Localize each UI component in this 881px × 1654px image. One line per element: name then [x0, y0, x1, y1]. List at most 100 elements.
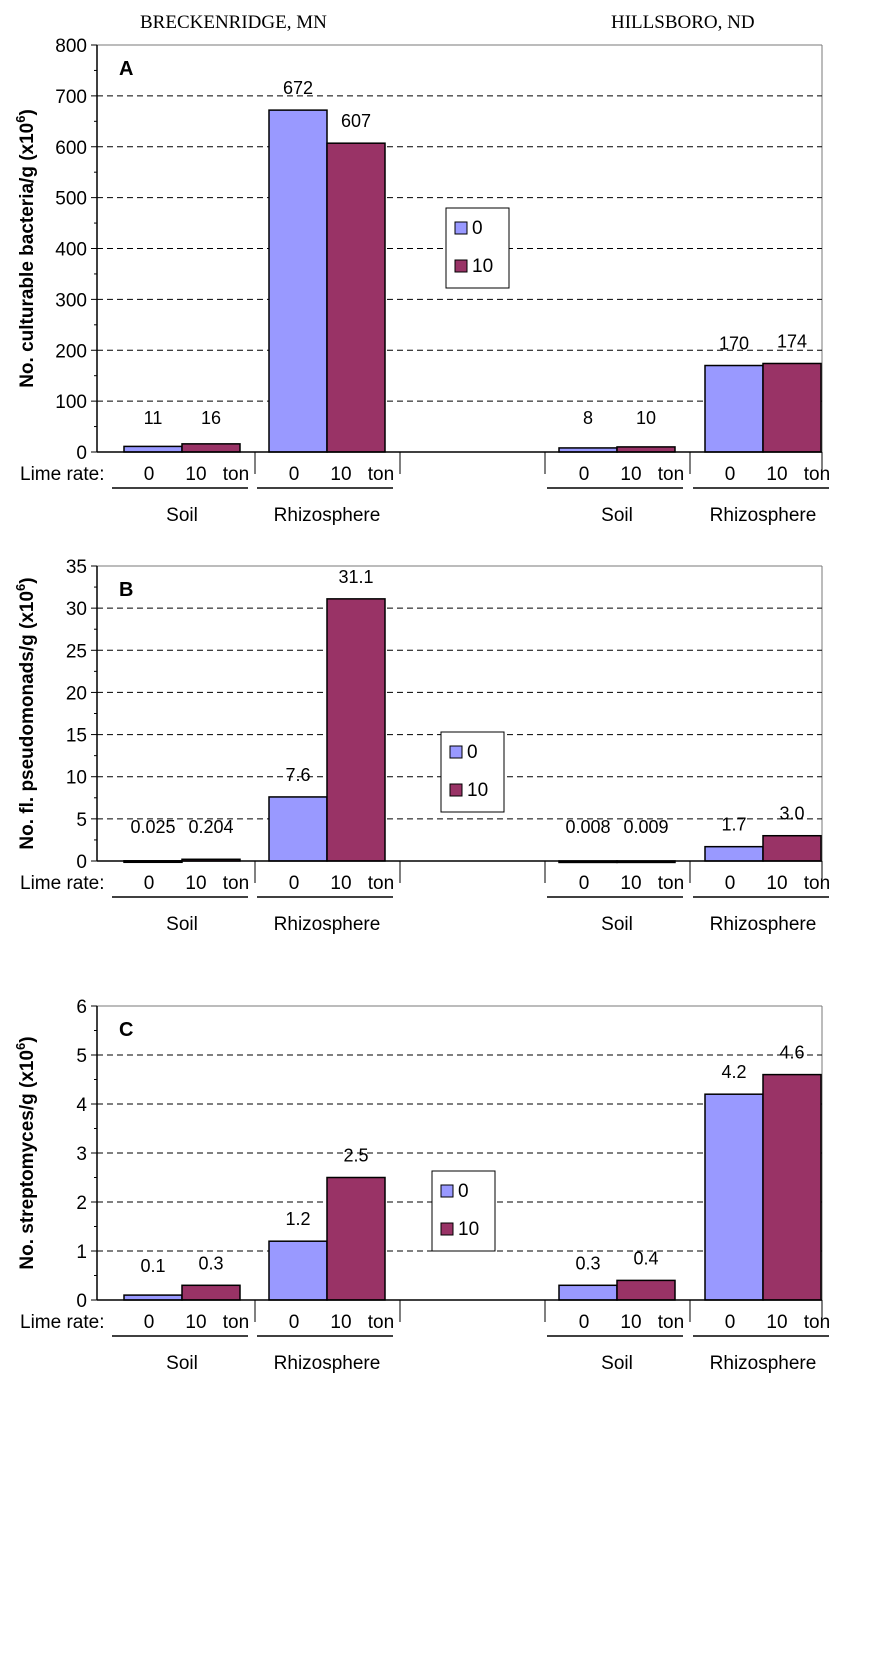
location-hillsboro: HILLSBORO, ND [611, 12, 755, 33]
data-label: 672 [283, 78, 313, 98]
rate-unit-label: ton [368, 1312, 394, 1333]
legend-swatch-0 [454, 221, 468, 235]
rhizosphere-label: Rhizosphere [274, 505, 381, 526]
soil-label: Soil [601, 505, 633, 526]
lime-rate-label: Lime rate: [20, 1312, 104, 1333]
legend-swatch-10 [454, 259, 468, 273]
rate-0-label: 0 [289, 873, 300, 894]
bar-10-group-1 [181, 443, 241, 453]
data-label: 10 [636, 408, 656, 428]
rate-10-label: 10 [330, 873, 351, 894]
y-tick-label: 30 [66, 599, 87, 620]
rate-10-label: 10 [620, 464, 641, 485]
bar-10-group-2 [326, 598, 386, 862]
y-tick-label: 600 [55, 138, 87, 159]
panel-letter: B [119, 579, 133, 601]
data-label: 0.1 [140, 1256, 165, 1276]
data-label: 1.2 [285, 1209, 310, 1229]
bar-0-group-3 [558, 1284, 618, 1301]
bar-10-group-4 [762, 1073, 822, 1301]
data-label: 174 [777, 331, 807, 351]
rate-10-label: 10 [185, 873, 206, 894]
rate-10-label: 10 [330, 1312, 351, 1333]
y-tick-label: 25 [66, 641, 87, 662]
legend-swatch-10 [449, 783, 463, 797]
bar-10-group-4 [762, 834, 822, 862]
soil-label: Soil [166, 505, 198, 526]
soil-label: Soil [166, 914, 198, 935]
rate-0-label: 0 [725, 464, 736, 485]
data-label: 2.5 [343, 1146, 368, 1166]
chart-panel-b: 0 5 10 15 20 25 30 35 B No. fl. pseudomonads/g (x… [13, 557, 830, 935]
legend-label-10: 10 [458, 1219, 479, 1240]
y-tick-label: 4 [76, 1095, 87, 1116]
data-label: 0.204 [188, 817, 233, 837]
panel-letter: C [119, 1019, 133, 1041]
rate-0-label: 0 [725, 873, 736, 894]
data-label: 170 [719, 334, 749, 354]
bar-0-group-2 [268, 1240, 328, 1301]
y-tick-label: 300 [55, 290, 87, 311]
rate-10-label: 10 [620, 1312, 641, 1333]
data-label: 0.025 [130, 817, 175, 837]
legend-label-0: 0 [467, 742, 478, 763]
data-label: 0.4 [633, 1248, 658, 1268]
bar-10-group-3 [616, 446, 676, 453]
data-label: 0.009 [623, 817, 668, 837]
bar-0-group-4 [704, 1093, 764, 1301]
y-tick-label: 100 [55, 392, 87, 413]
legend-swatch-10 [440, 1222, 454, 1236]
data-label: 0.3 [575, 1253, 600, 1273]
bar-0-group-4 [704, 845, 764, 862]
data-label: 4.2 [721, 1062, 746, 1082]
y-tick-label: 0 [76, 852, 87, 873]
rate-10-label: 10 [766, 873, 787, 894]
data-label: 0.3 [198, 1253, 223, 1273]
y-tick-label: 400 [55, 240, 87, 261]
data-label: 11 [144, 408, 163, 428]
data-label: 0.008 [565, 817, 610, 837]
data-label: 31.1 [338, 567, 373, 587]
y-tick-label: 0 [76, 443, 87, 464]
lime-rate-label: Lime rate: [20, 464, 104, 485]
legend-label-10: 10 [467, 780, 488, 801]
y-tick-label: 10 [66, 768, 87, 789]
rate-10-label: 10 [185, 464, 206, 485]
y-tick-label: 800 [55, 36, 87, 57]
rate-0-label: 0 [289, 464, 300, 485]
rate-unit-label: ton [368, 873, 394, 894]
rate-0-label: 0 [579, 873, 590, 894]
legend-swatch-0 [440, 1184, 454, 1198]
y-tick-label: 20 [66, 683, 87, 704]
location-breckenridge: BRECKENRIDGE, MN [140, 12, 327, 33]
rhizosphere-label: Rhizosphere [274, 1353, 381, 1374]
legend-box [440, 731, 505, 813]
rate-unit-label: ton [658, 1312, 684, 1333]
data-label: 7.6 [285, 765, 310, 785]
y-tick-label: 6 [76, 997, 87, 1018]
bar-0-group-4 [704, 364, 764, 453]
rhizosphere-label: Rhizosphere [710, 505, 817, 526]
bar-0-group-2 [268, 796, 328, 862]
legend-label-0: 0 [472, 218, 483, 239]
rate-10-label: 10 [766, 1312, 787, 1333]
y-tick-label: 5 [76, 810, 87, 831]
y-tick-label: 3 [76, 1144, 87, 1165]
y-tick-label: 15 [66, 726, 87, 747]
y-axis-label: No. culturable bacteria/g (x106) [13, 109, 38, 388]
y-axis-label: No. fl. pseudomonads/g (x106) [13, 577, 38, 849]
rate-unit-label: ton [223, 464, 249, 485]
data-label: 4.6 [779, 1043, 804, 1063]
rate-10-label: 10 [330, 464, 351, 485]
rate-0-label: 0 [144, 464, 155, 485]
bar-0-group-2 [268, 109, 328, 453]
y-tick-label: 1 [76, 1242, 87, 1263]
data-label: 1.7 [721, 815, 746, 835]
rate-unit-label: ton [804, 464, 830, 485]
y-tick-label: 200 [55, 341, 87, 362]
rate-unit-label: ton [368, 464, 394, 485]
soil-label: Soil [166, 1353, 198, 1374]
rate-0-label: 0 [289, 1312, 300, 1333]
